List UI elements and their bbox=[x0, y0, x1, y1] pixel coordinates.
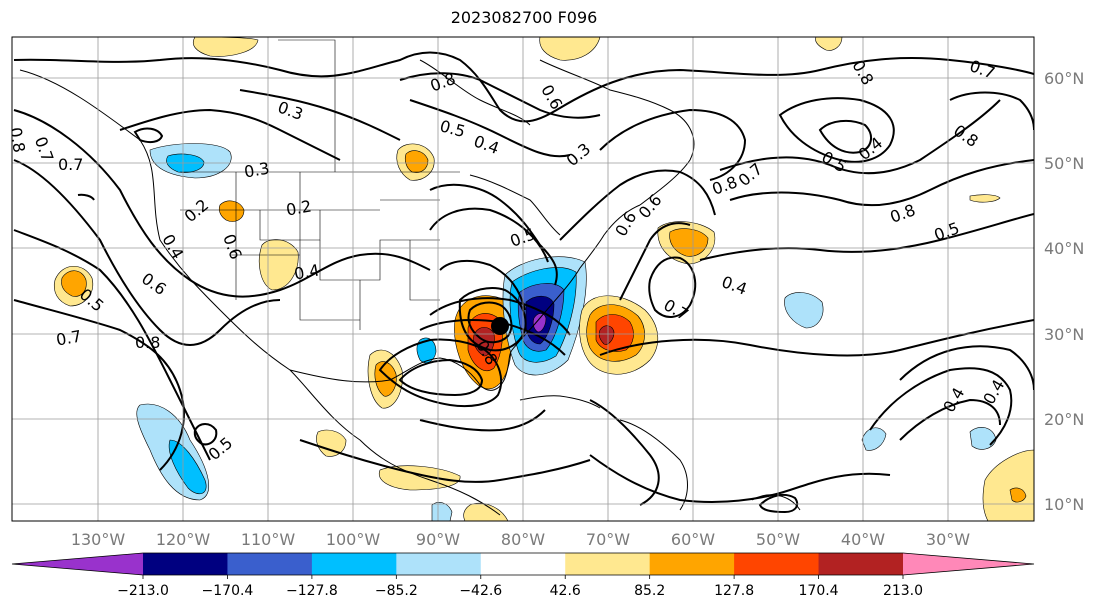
lat-tick-labels: 60°N 50°N 40°N 30°N 20°N 10°N bbox=[1044, 69, 1084, 514]
shade-east-neg2 bbox=[969, 427, 997, 450]
colorbar-segment bbox=[734, 553, 820, 575]
contour-label: 0.7 bbox=[55, 326, 83, 349]
lon-tick-labels: 130°W 120°W 110°W 100°W 90°W 80°W 70°W 6… bbox=[71, 530, 970, 549]
colorbar-segment bbox=[480, 553, 566, 575]
colorbar-segment bbox=[143, 553, 228, 575]
lat-tick-label: 40°N bbox=[1044, 239, 1084, 258]
colorbar-tick-label: −42.6 bbox=[459, 583, 502, 599]
contour-lines bbox=[13, 51, 1034, 514]
lon-tick-label: 90°W bbox=[416, 530, 460, 549]
shade-top-pos2 bbox=[539, 37, 601, 61]
colorbar-segment bbox=[649, 553, 735, 575]
graticule bbox=[12, 37, 1034, 521]
shade-east-neg bbox=[861, 427, 887, 451]
colorbar-tick-label: 127.8 bbox=[714, 583, 754, 599]
colorbar-tick-label: 213.0 bbox=[883, 583, 923, 599]
colorbar-extend-high bbox=[903, 553, 1034, 575]
shade-east-pos-small bbox=[969, 194, 1001, 203]
colorbar-segment bbox=[396, 553, 482, 575]
contour-label: 0.3 bbox=[243, 158, 271, 181]
shade-carib-neg bbox=[431, 502, 453, 521]
shade-mid-neg bbox=[784, 292, 824, 329]
colorbar-segment bbox=[565, 553, 651, 575]
colorbar-segment bbox=[311, 553, 397, 575]
lon-tick-label: 50°W bbox=[756, 530, 800, 549]
colorbar-tick-label: −213.0 bbox=[117, 583, 169, 599]
colorbar-extend-low bbox=[12, 553, 143, 575]
lat-tick-label: 50°N bbox=[1044, 154, 1084, 173]
colorbar-tick-label: −127.8 bbox=[286, 583, 338, 599]
plot-frame bbox=[11, 36, 1035, 522]
shade-lakes-pos-inner bbox=[404, 150, 429, 173]
colorbar-tick-label: 170.4 bbox=[799, 583, 839, 599]
lat-tick-label: 10°N bbox=[1044, 495, 1084, 514]
shade-pac-neg-inner bbox=[168, 439, 207, 495]
lon-tick-label: 60°W bbox=[671, 530, 715, 549]
lon-tick-label: 100°W bbox=[326, 530, 381, 549]
contour-label: 0.8 bbox=[6, 126, 29, 154]
colorbar-segment bbox=[227, 553, 313, 575]
lon-tick-label: 120°W bbox=[156, 530, 211, 549]
shade-atl-north-inner bbox=[669, 228, 709, 257]
shade-pac-pos-inner bbox=[61, 270, 87, 297]
contour-label: 0.2 bbox=[285, 196, 313, 219]
shade-se-pos-inner bbox=[1009, 487, 1027, 503]
colorbar-segment bbox=[818, 553, 904, 575]
colorbar-tick-labels: −213.0 −170.4 −127.8 −85.2 −42.6 42.6 85.2 127.… bbox=[117, 575, 923, 599]
contour-label: 0.8 bbox=[135, 333, 160, 352]
contour-label: 0.7 bbox=[58, 155, 83, 174]
lon-tick-label: 30°W bbox=[926, 530, 970, 549]
lat-tick-label: 60°N bbox=[1044, 69, 1084, 88]
lon-tick-label: 130°W bbox=[71, 530, 126, 549]
colorbar-tick-label: 85.2 bbox=[634, 583, 665, 599]
lon-tick-label: 40°W bbox=[841, 530, 885, 549]
lon-tick-label: 70°W bbox=[586, 530, 630, 549]
storm-center-marker bbox=[491, 317, 509, 335]
shade-mtn2 bbox=[218, 200, 245, 222]
shade-negative-peak bbox=[532, 313, 547, 333]
lat-tick-label: 30°N bbox=[1044, 325, 1084, 344]
contour-label: 0.4 bbox=[293, 260, 321, 283]
lat-tick-label: 20°N bbox=[1044, 410, 1084, 429]
colorbar-tick-label: 42.6 bbox=[550, 583, 581, 599]
lon-tick-label: 110°W bbox=[241, 530, 296, 549]
colorbar-tick-label: −170.4 bbox=[202, 583, 254, 599]
colorbar-tick-label: −85.2 bbox=[375, 583, 418, 599]
lon-tick-label: 80°W bbox=[501, 530, 545, 549]
colorbar bbox=[11, 552, 1035, 576]
shade-se-pos bbox=[982, 449, 1034, 521]
state-borders bbox=[180, 39, 460, 330]
shade-greenland-pos bbox=[815, 37, 843, 51]
map-title: 2023082700 F096 bbox=[450, 8, 598, 27]
